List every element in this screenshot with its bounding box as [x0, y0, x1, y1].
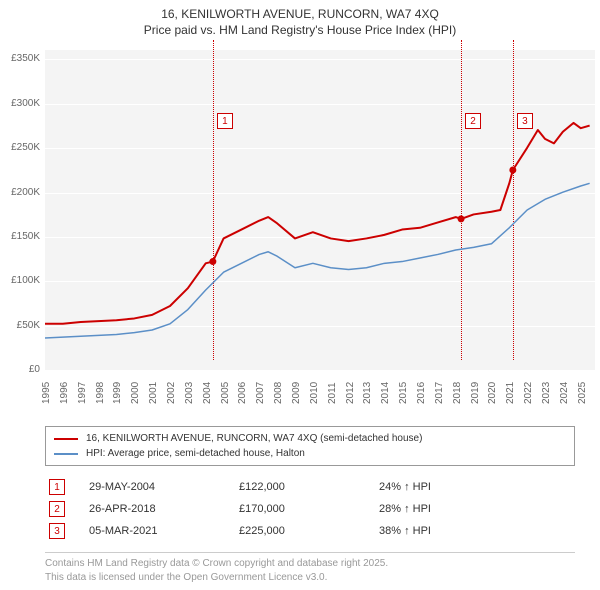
event-date: 26-APR-2018 — [85, 498, 235, 520]
event-delta: 28% ↑ HPI — [375, 498, 575, 520]
event-date: 05-MAR-2021 — [85, 520, 235, 542]
footer-line1: Contains HM Land Registry data © Crown c… — [45, 557, 575, 571]
event-row: 3 05-MAR-2021£225,00038% ↑ HPI — [45, 520, 575, 542]
event-date: 29-MAY-2004 — [85, 476, 235, 498]
series-hpi — [45, 184, 590, 339]
series-property — [45, 123, 590, 324]
legend-item: 16, KENILWORTH AVENUE, RUNCORN, WA7 4XQ … — [54, 431, 566, 446]
legend-item: HPI: Average price, semi-detached house,… — [54, 446, 566, 461]
legend-label: 16, KENILWORTH AVENUE, RUNCORN, WA7 4XQ … — [86, 431, 422, 446]
event-row: 2 26-APR-2018£170,00028% ↑ HPI — [45, 498, 575, 520]
event-delta: 24% ↑ HPI — [375, 476, 575, 498]
series-marker — [458, 216, 465, 223]
price-chart: £0£50K£100K£150K£200K£250K£300K£350K1995… — [0, 40, 600, 420]
event-badge: 3 — [49, 523, 65, 539]
event-price: £170,000 — [235, 498, 375, 520]
legend-swatch — [54, 453, 78, 455]
event-badge: 1 — [49, 479, 65, 495]
events-table: 1 29-MAY-2004£122,00024% ↑ HPI 2 26-APR-201… — [45, 476, 575, 542]
legend-box: 16, KENILWORTH AVENUE, RUNCORN, WA7 4XQ … — [45, 426, 575, 466]
chart-title: 16, KENILWORTH AVENUE, RUNCORN, WA7 4XQ … — [0, 0, 600, 40]
legend-label: HPI: Average price, semi-detached house,… — [86, 446, 305, 461]
event-badge: 2 — [49, 501, 65, 517]
event-delta: 38% ↑ HPI — [375, 520, 575, 542]
footer-line2: This data is licensed under the Open Gov… — [45, 571, 575, 585]
event-price: £122,000 — [235, 476, 375, 498]
legend-swatch — [54, 438, 78, 440]
title-line1: 16, KENILWORTH AVENUE, RUNCORN, WA7 4XQ — [10, 6, 590, 22]
series-marker — [509, 167, 516, 174]
footer-text: Contains HM Land Registry data © Crown c… — [45, 552, 575, 585]
event-row: 1 29-MAY-2004£122,00024% ↑ HPI — [45, 476, 575, 498]
title-line2: Price paid vs. HM Land Registry's House … — [10, 22, 590, 38]
event-price: £225,000 — [235, 520, 375, 542]
series-marker — [209, 258, 216, 265]
